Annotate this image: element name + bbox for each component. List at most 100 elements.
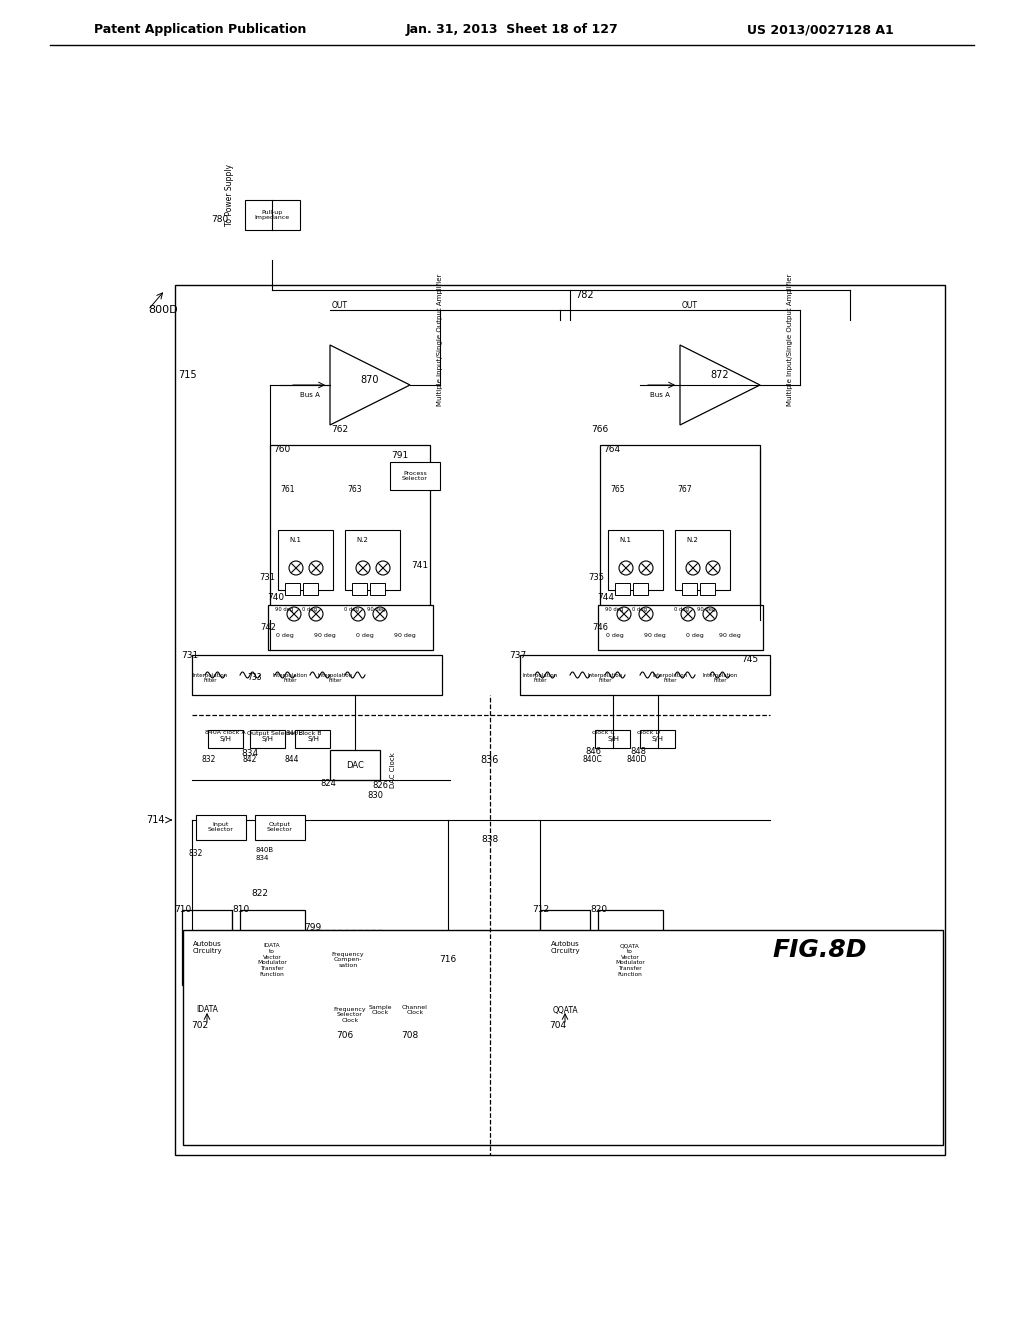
Bar bbox=[255, 814, 305, 840]
Text: 716: 716 bbox=[439, 956, 457, 965]
Text: 90 deg: 90 deg bbox=[696, 607, 715, 612]
Text: 767: 767 bbox=[677, 486, 691, 495]
Text: 840C: 840C bbox=[582, 755, 602, 764]
Text: 832: 832 bbox=[188, 850, 203, 858]
Text: 800D: 800D bbox=[148, 305, 177, 315]
Text: Patent Application Publication: Patent Application Publication bbox=[94, 24, 306, 37]
Text: 742: 742 bbox=[260, 623, 275, 632]
Text: Pull-up
Impedance: Pull-up Impedance bbox=[254, 210, 290, 220]
Bar bbox=[520, 655, 770, 696]
Text: 731: 731 bbox=[181, 651, 199, 660]
Bar bbox=[208, 730, 243, 748]
Bar bbox=[615, 583, 630, 595]
Bar bbox=[700, 583, 715, 595]
Text: 840B
834: 840B 834 bbox=[255, 847, 273, 861]
Bar bbox=[540, 909, 590, 985]
Text: 0 deg: 0 deg bbox=[675, 607, 689, 612]
Bar bbox=[182, 909, 232, 985]
Text: 832: 832 bbox=[202, 755, 216, 764]
Text: clock D: clock D bbox=[637, 730, 660, 735]
Text: QQATA
to
Vector
Modulator
Transfer
Function: QQATA to Vector Modulator Transfer Funct… bbox=[615, 942, 645, 977]
Text: N.2: N.2 bbox=[686, 537, 698, 543]
Text: Multiple Input/Single Output Amplifier: Multiple Input/Single Output Amplifier bbox=[437, 273, 443, 407]
Bar bbox=[270, 445, 430, 620]
Bar bbox=[390, 462, 440, 490]
Text: 762: 762 bbox=[332, 425, 348, 434]
Bar bbox=[193, 655, 442, 696]
Text: 90 deg: 90 deg bbox=[367, 607, 385, 612]
Text: Interpolation
Filter: Interpolation Filter bbox=[272, 673, 307, 684]
Bar bbox=[352, 583, 367, 595]
Bar bbox=[608, 531, 663, 590]
Text: 838: 838 bbox=[481, 836, 499, 845]
Text: 791: 791 bbox=[391, 450, 409, 459]
Text: OUT: OUT bbox=[682, 301, 698, 309]
Text: 708: 708 bbox=[401, 1031, 419, 1040]
Text: 0 deg: 0 deg bbox=[276, 632, 294, 638]
Bar bbox=[598, 605, 763, 649]
Text: QQATA: QQATA bbox=[552, 1006, 578, 1015]
Bar bbox=[633, 583, 648, 595]
Bar bbox=[278, 531, 333, 590]
Bar bbox=[295, 730, 330, 748]
Bar bbox=[240, 909, 305, 985]
Text: 763: 763 bbox=[347, 486, 361, 495]
Bar bbox=[598, 909, 663, 985]
Text: 731: 731 bbox=[259, 573, 275, 582]
Text: S/H: S/H bbox=[607, 737, 618, 742]
Bar bbox=[268, 605, 433, 649]
Text: US 2013/0027128 A1: US 2013/0027128 A1 bbox=[746, 24, 893, 37]
Text: DAC: DAC bbox=[346, 760, 364, 770]
Text: Bus A: Bus A bbox=[650, 392, 670, 399]
Bar bbox=[183, 931, 943, 1144]
Text: S/H: S/H bbox=[220, 737, 232, 742]
Text: Jan. 31, 2013  Sheet 18 of 127: Jan. 31, 2013 Sheet 18 of 127 bbox=[406, 24, 618, 37]
Bar bbox=[640, 730, 675, 748]
Text: Process
Selector: Process Selector bbox=[402, 471, 428, 482]
Bar bbox=[682, 583, 697, 595]
Text: 741: 741 bbox=[412, 561, 429, 569]
Bar bbox=[175, 285, 945, 1155]
Text: Autobus
Circuitry: Autobus Circuitry bbox=[193, 940, 222, 953]
Bar bbox=[600, 445, 760, 620]
Text: Interpolation
Filter: Interpolation Filter bbox=[702, 673, 737, 684]
Text: Interpolation
Filter: Interpolation Filter bbox=[588, 673, 623, 684]
Text: 746: 746 bbox=[592, 623, 608, 632]
Text: clock C: clock C bbox=[592, 730, 614, 735]
Text: 90 deg: 90 deg bbox=[274, 607, 293, 612]
Text: Autobus
Circuitry: Autobus Circuitry bbox=[550, 940, 580, 953]
Text: 0 deg: 0 deg bbox=[344, 607, 359, 612]
Text: Channel
Clock: Channel Clock bbox=[402, 1005, 428, 1015]
Text: 826: 826 bbox=[372, 780, 388, 789]
Text: N.1: N.1 bbox=[618, 537, 631, 543]
Text: 745: 745 bbox=[741, 656, 759, 664]
Text: To Power Supply: To Power Supply bbox=[225, 164, 234, 226]
Text: 744: 744 bbox=[597, 594, 614, 602]
Text: 740: 740 bbox=[267, 594, 284, 602]
Text: 90 deg: 90 deg bbox=[719, 632, 741, 638]
Bar bbox=[370, 583, 385, 595]
Bar bbox=[345, 531, 400, 590]
Text: 702: 702 bbox=[191, 1020, 209, 1030]
Text: 872: 872 bbox=[711, 370, 729, 380]
Text: 830: 830 bbox=[367, 791, 383, 800]
Text: Output
Selector: Output Selector bbox=[267, 821, 293, 833]
Text: S/H: S/H bbox=[262, 737, 274, 742]
Text: Frequency
Compen-
sation: Frequency Compen- sation bbox=[332, 952, 365, 969]
Text: 704: 704 bbox=[550, 1020, 566, 1030]
Text: 848: 848 bbox=[630, 747, 646, 756]
Text: Interpolation
Filter: Interpolation Filter bbox=[652, 673, 688, 684]
Text: 0 deg: 0 deg bbox=[356, 632, 374, 638]
Text: 824: 824 bbox=[321, 779, 336, 788]
Text: S/H: S/H bbox=[652, 737, 664, 742]
Text: Output Selector clock B: Output Selector clock B bbox=[247, 730, 322, 735]
Text: 844: 844 bbox=[285, 755, 299, 764]
Text: 735: 735 bbox=[588, 573, 604, 582]
Text: 780: 780 bbox=[211, 215, 228, 224]
Text: 90 deg: 90 deg bbox=[605, 607, 624, 612]
Bar bbox=[675, 531, 730, 590]
Text: Sample
Clock: Sample Clock bbox=[369, 1005, 392, 1015]
Text: 834: 834 bbox=[242, 748, 259, 758]
Text: 90 deg: 90 deg bbox=[394, 632, 416, 638]
Text: 840A clock A: 840A clock A bbox=[205, 730, 246, 735]
